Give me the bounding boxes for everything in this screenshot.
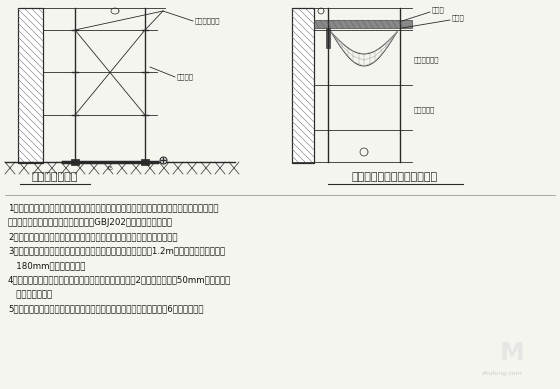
Text: 180mm，中栏杆居中。: 180mm，中栏杆居中。: [8, 261, 85, 270]
Text: 腾手斜撞: 腾手斜撞: [177, 74, 194, 80]
Text: 也可采用槽锂。: 也可采用槽锂。: [8, 290, 52, 299]
Bar: [292, 8, 314, 163]
Text: 1、脚手架地基与基础的施工，必须根据脚手架搭设高度、搭设场地地质情况与现行国家标准: 1、脚手架地基与基础的施工，必须根据脚手架搭设高度、搭设场地地质情况与现行国家标…: [8, 203, 218, 212]
Text: 《地基与基础工程施工及验收规范》（GBJ202）的有关规定进行。: 《地基与基础工程施工及验收规范》（GBJ202）的有关规定进行。: [8, 217, 173, 226]
Bar: [18, 8, 43, 163]
Text: 密目式安全网: 密目式安全网: [414, 57, 440, 63]
Bar: [141, 159, 149, 165]
Text: 水平安全网: 水平安全网: [414, 107, 435, 113]
Bar: [292, 8, 314, 163]
Text: 脚手架基础构造: 脚手架基础构造: [32, 172, 78, 182]
Bar: [326, 28, 330, 48]
Bar: [18, 8, 43, 163]
Text: 5、一字型、开口型双排脚手架的两端必须设置横向斜撞，中间宜每隔6蹌设置一道。: 5、一字型、开口型双排脚手架的两端必须设置横向斜撞，中间宜每隔6蹌设置一道。: [8, 305, 203, 314]
Bar: [71, 159, 79, 165]
Text: 密目式安全网: 密目式安全网: [195, 18, 221, 24]
Text: 扶手栏: 扶手栏: [432, 7, 445, 13]
Text: 3、作业层栏杆和挡脚板均应搭设在外立杆内侧，上栏杆上皮高1.2m，挡脚板高度不应小于: 3、作业层栏杆和挡脚板均应搭设在外立杆内侧，上栏杆上皮高1.2m，挡脚板高度不应…: [8, 247, 225, 256]
Text: 15: 15: [106, 166, 114, 171]
Text: 挡脚板: 挡脚板: [452, 15, 465, 21]
Text: zhufong.com: zhufong.com: [482, 371, 522, 376]
Text: 作业层防护栏杆与挡脚板构造: 作业层防护栏杆与挡脚板构造: [352, 172, 438, 182]
Text: 2、脚手架施工前，基础必须验收合格，并按施工组织设计要求放线定位。: 2、脚手架施工前，基础必须验收合格，并按施工组织设计要求放线定位。: [8, 232, 178, 241]
Text: M: M: [500, 341, 525, 365]
Bar: [314, 20, 412, 28]
Text: 4、底座、垫板均应准确放在定位线上，垫板长度不少于2蹌，厕度不小于50mm的木垫板，: 4、底座、垫板均应准确放在定位线上，垫板长度不少于2蹌，厕度不小于50mm的木垫…: [8, 275, 231, 284]
